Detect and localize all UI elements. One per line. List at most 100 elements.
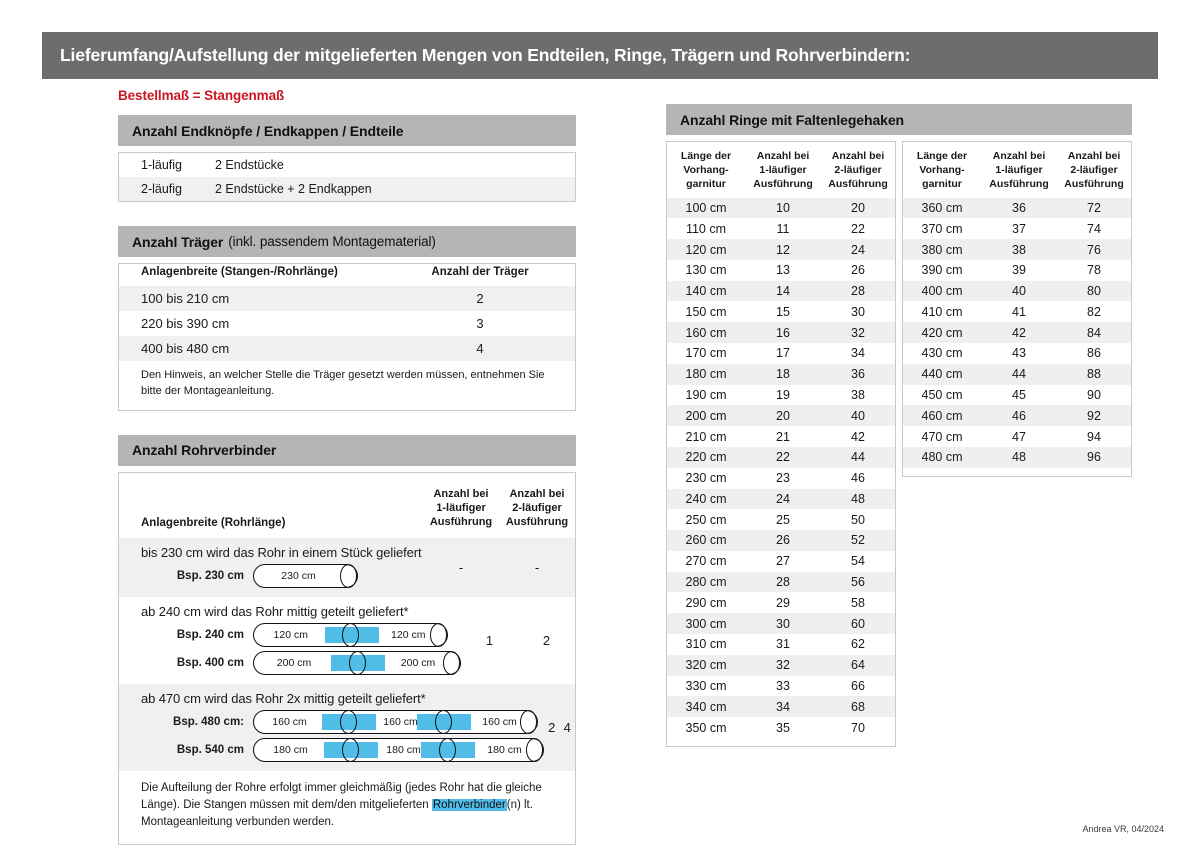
ringe-count-2laeufig: 94 [1087, 429, 1101, 444]
table-row: 370 cm 37 74 [903, 218, 1131, 239]
rv-h1-line1: Anzahl bei [433, 487, 489, 500]
section-header-ringe: Anzahl Ringe mit Faltenlegehaken [666, 104, 1132, 135]
ringe-left-col-header-length: Länge der Vorhang- garnitur [667, 142, 745, 198]
pipe-end-cap [443, 650, 460, 675]
page-title: Lieferumfang/Aufstellung der mitgeliefer… [60, 45, 911, 65]
table-row: 150 cm 15 30 [667, 301, 895, 322]
rl-h0-line3: garnitur [686, 177, 726, 190]
rl-h1-line2: 1-läufiger [759, 163, 807, 176]
ringe-right-col-header-2laeufig: Anzahl bei 2-läufiger Ausführung [1057, 142, 1131, 198]
right-column: Anzahl Ringe mit Faltenlegehaken Länge d… [666, 104, 1132, 747]
rv-value-2laeufig: 2 [542, 632, 551, 648]
pipe-seam [342, 622, 359, 647]
table-row: 390 cm 39 78 [903, 260, 1131, 281]
pipe-seam [348, 650, 366, 675]
rv-example-label: Bsp. 540 cm [176, 743, 244, 756]
ringe-count-1laeufig: 40 [981, 280, 1057, 302]
ringe-count-2laeufig: 82 [1087, 304, 1101, 319]
ringe-length: 400 cm [903, 280, 981, 302]
traeger-range: 220 bis 390 cm [141, 316, 230, 331]
ringe-count-2laeufig: 70 [851, 720, 865, 735]
footer-credit: Andrea VR, 04/2024 [1082, 824, 1164, 834]
ringe-count-2laeufig: 64 [821, 654, 895, 676]
pipe-body [253, 737, 544, 762]
rl-h2-line3: Ausführung [828, 177, 888, 190]
ringe-count-1laeufig: 17 [776, 346, 790, 361]
traeger-table: Anlagenbreite (Stangen-/Rohrlänge) Anzah… [119, 264, 575, 361]
rr-h1-line2: 1-läufiger [995, 163, 1043, 176]
ringe-length: 410 cm [921, 304, 963, 319]
ringe-count-2laeufig: 34 [851, 346, 865, 361]
ringe-length: 240 cm [667, 488, 745, 510]
ringe-length: 290 cm [685, 595, 727, 610]
pipe-seam [438, 737, 456, 762]
ringe-length: 480 cm [903, 446, 981, 468]
pipe-end-cap [526, 737, 543, 762]
pipe-seam [341, 737, 359, 762]
ringe-count-1laeufig: 24 [745, 488, 821, 510]
ringe-length: 110 cm [685, 221, 727, 236]
rohrverbinder-group: ab 240 cm wird das Rohr mittig geteilt g… [119, 597, 575, 684]
ringe-count-1laeufig: 22 [745, 446, 821, 468]
ringe-count-1laeufig: 21 [776, 429, 790, 444]
table-row: 430 cm 43 86 [903, 343, 1131, 364]
ringe-tables-wrapper: Länge der Vorhang- garnitur Anzahl bei 1… [666, 141, 1132, 747]
traeger-range: 400 bis 480 cm [119, 336, 385, 361]
pipe-diagram: 160 cm 160 cm 160 cm [253, 709, 538, 734]
rv-example-row: Bsp. 540 cm 180 cm 180 cm 180 cm [141, 737, 544, 762]
ringe-length: 180 cm [667, 363, 745, 385]
table-row: 480 cm 48 96 [903, 446, 1131, 468]
table-row: 410 cm 41 82 [903, 301, 1131, 322]
ringe-length: 200 cm [667, 405, 745, 427]
rl-h1-line3: Ausführung [753, 177, 813, 190]
table-row: 310 cm 31 62 [667, 634, 895, 655]
ringe-length: 370 cm [921, 221, 963, 236]
traeger-box: Anlagenbreite (Stangen-/Rohrlänge) Anzah… [118, 263, 576, 411]
pipe-segment-label: 200 cm [400, 656, 436, 669]
rv-value-2laeufig: - [534, 559, 540, 575]
pipe-segment-label: 200 cm [276, 656, 312, 669]
table-row: 460 cm 46 92 [903, 405, 1131, 427]
ringe-count-2laeufig: 58 [851, 595, 865, 610]
ringe-length: 160 cm [667, 322, 745, 344]
rl-h0-line2: Vorhang- [683, 163, 729, 176]
ringe-count-2laeufig: 56 [821, 571, 895, 593]
pipe-diagram: 200 cm 200 cm [253, 650, 461, 675]
ringe-count-2laeufig: 44 [821, 446, 895, 468]
ringe-length: 430 cm [921, 346, 963, 361]
rr-h2-line1: Anzahl bei [1067, 150, 1121, 162]
ringe-count-2laeufig: 92 [1057, 405, 1131, 427]
table-row: 190 cm 19 38 [667, 385, 895, 406]
rv-col-header-2laeufig: Anzahl bei 2-läufiger Ausführung [499, 487, 575, 530]
ringe-count-2laeufig: 38 [851, 388, 865, 402]
ringe-length: 230 cm [685, 471, 727, 486]
table-row: 350 cm 35 70 [667, 717, 895, 738]
ringe-count-2laeufig: 86 [1087, 346, 1101, 361]
ringe-left-col-header-2laeufig: Anzahl bei 2-läufiger Ausführung [821, 142, 895, 198]
table-row: 1-läufig 2 Endstücke [119, 153, 575, 177]
ringe-length: 170 cm [685, 346, 727, 361]
endteile-parts: 2 Endstücke + 2 Endkappen [215, 182, 372, 196]
traeger-range: 100 bis 210 cm [119, 286, 385, 311]
rr-h0-line3: garnitur [922, 177, 962, 190]
order-size-note: Bestellmaß = Stangenmaß [118, 88, 285, 103]
ringe-count-1laeufig: 44 [981, 363, 1057, 385]
rv-value-1laeufig: 1 [485, 632, 494, 648]
table-row: 180 cm 18 36 [667, 363, 895, 385]
ringe-count-1laeufig: 27 [776, 554, 790, 569]
ringe-count-1laeufig: 16 [745, 322, 821, 344]
ringe-count-1laeufig: 42 [981, 322, 1057, 344]
ringe-count-2laeufig: 46 [851, 471, 865, 486]
ringe-length: 350 cm [685, 720, 727, 735]
ringe-count-2laeufig: 26 [851, 263, 865, 278]
rv-rule-text: bis 230 cm wird das Rohr in einem Stück … [141, 544, 422, 560]
ringe-count-2laeufig: 24 [821, 239, 895, 260]
ringe-count-2laeufig: 66 [851, 678, 865, 693]
ringe-length: 470 cm [921, 429, 963, 444]
ringe-count-2laeufig: 60 [821, 613, 895, 634]
rv-example-row: Bsp. 230 cm 230 cm [141, 563, 423, 588]
ringe-count-2laeufig: 52 [821, 530, 895, 551]
rv-example-label: Bsp. 480 cm: [173, 715, 244, 728]
ringe-length: 270 cm [685, 554, 727, 569]
rv-example-label: Bsp. 230 cm [176, 569, 244, 582]
